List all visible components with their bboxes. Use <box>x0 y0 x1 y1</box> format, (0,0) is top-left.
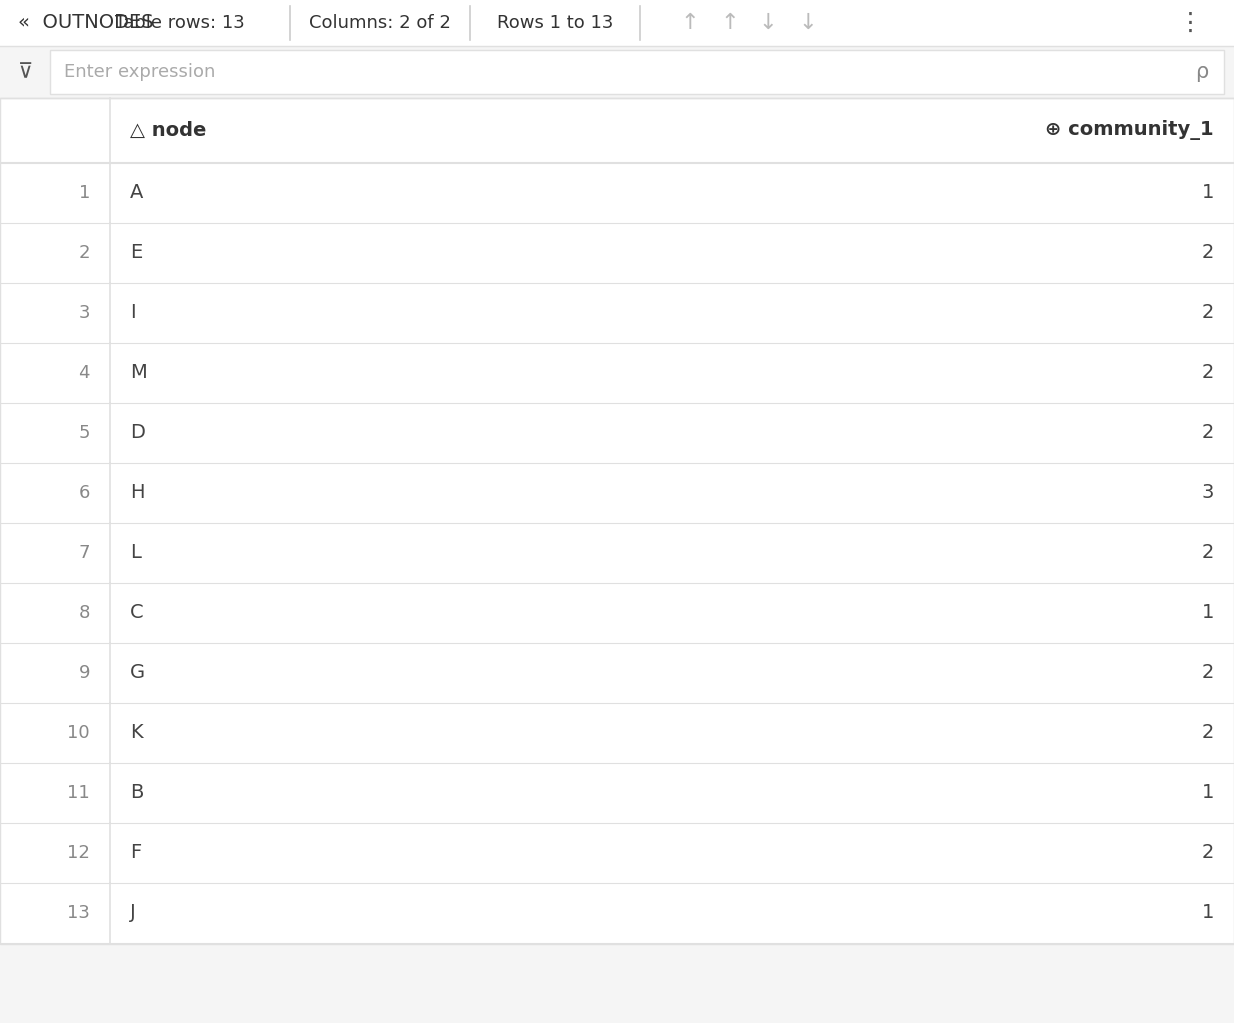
Text: M: M <box>130 363 147 383</box>
Text: J: J <box>130 903 136 923</box>
Bar <box>0 283 1234 343</box>
Bar <box>0 98 1234 944</box>
Bar <box>0 46 1234 98</box>
Text: 7: 7 <box>79 544 90 562</box>
Text: L: L <box>130 543 141 563</box>
Text: 1: 1 <box>1202 183 1214 203</box>
Text: 1: 1 <box>1202 903 1214 923</box>
Text: I: I <box>130 304 136 322</box>
Text: «  OUTNODES: « OUTNODES <box>19 13 153 33</box>
Bar <box>0 763 1234 822</box>
Text: ↓: ↓ <box>759 13 777 33</box>
Text: 2: 2 <box>1202 844 1214 862</box>
Bar <box>51 50 1224 94</box>
Bar <box>0 163 1234 223</box>
Text: 3: 3 <box>79 304 90 322</box>
Bar <box>0 822 1234 883</box>
Bar <box>0 463 1234 523</box>
Text: Enter expression: Enter expression <box>64 63 216 81</box>
Bar <box>0 883 1234 943</box>
Bar <box>0 403 1234 463</box>
Text: ⊽: ⊽ <box>19 62 33 82</box>
Text: D: D <box>130 424 144 443</box>
Text: G: G <box>130 664 146 682</box>
Text: ↓: ↓ <box>798 13 817 33</box>
Text: E: E <box>130 243 142 263</box>
Text: 10: 10 <box>68 724 90 742</box>
Text: B: B <box>130 784 143 802</box>
Bar <box>0 98 1234 163</box>
Text: ↑: ↑ <box>681 13 700 33</box>
Text: 4: 4 <box>79 364 90 382</box>
Text: ρ: ρ <box>1196 62 1208 82</box>
Text: 11: 11 <box>67 784 90 802</box>
Text: 2: 2 <box>1202 304 1214 322</box>
Text: Table rows: 13: Table rows: 13 <box>115 14 244 32</box>
Bar <box>0 223 1234 283</box>
Text: 13: 13 <box>67 904 90 922</box>
Bar <box>0 523 1234 583</box>
Bar <box>0 703 1234 763</box>
Text: 8: 8 <box>79 604 90 622</box>
Text: F: F <box>130 844 141 862</box>
Text: A: A <box>130 183 143 203</box>
Bar <box>0 0 1234 46</box>
Text: ⋮: ⋮ <box>1177 11 1202 35</box>
Text: 2: 2 <box>1202 363 1214 383</box>
Text: 5: 5 <box>79 424 90 442</box>
Text: 2: 2 <box>1202 243 1214 263</box>
Text: 2: 2 <box>1202 543 1214 563</box>
Text: △ node: △ node <box>130 121 206 140</box>
Text: 2: 2 <box>1202 664 1214 682</box>
Text: C: C <box>130 604 143 623</box>
Text: ⊕ community_1: ⊕ community_1 <box>1045 121 1214 140</box>
Text: Columns: 2 of 2: Columns: 2 of 2 <box>308 14 450 32</box>
Text: 2: 2 <box>1202 723 1214 743</box>
Text: 3: 3 <box>1202 484 1214 502</box>
Bar <box>0 343 1234 403</box>
Text: 1: 1 <box>1202 784 1214 802</box>
Bar <box>0 583 1234 643</box>
Text: 9: 9 <box>79 664 90 682</box>
Text: ↑: ↑ <box>721 13 739 33</box>
Text: H: H <box>130 484 144 502</box>
Text: 2: 2 <box>1202 424 1214 443</box>
Text: 12: 12 <box>67 844 90 862</box>
Text: 6: 6 <box>79 484 90 502</box>
Text: 1: 1 <box>79 184 90 202</box>
Text: K: K <box>130 723 143 743</box>
Text: Rows 1 to 13: Rows 1 to 13 <box>497 14 613 32</box>
Text: 2: 2 <box>79 244 90 262</box>
Text: 1: 1 <box>1202 604 1214 623</box>
Bar <box>0 643 1234 703</box>
